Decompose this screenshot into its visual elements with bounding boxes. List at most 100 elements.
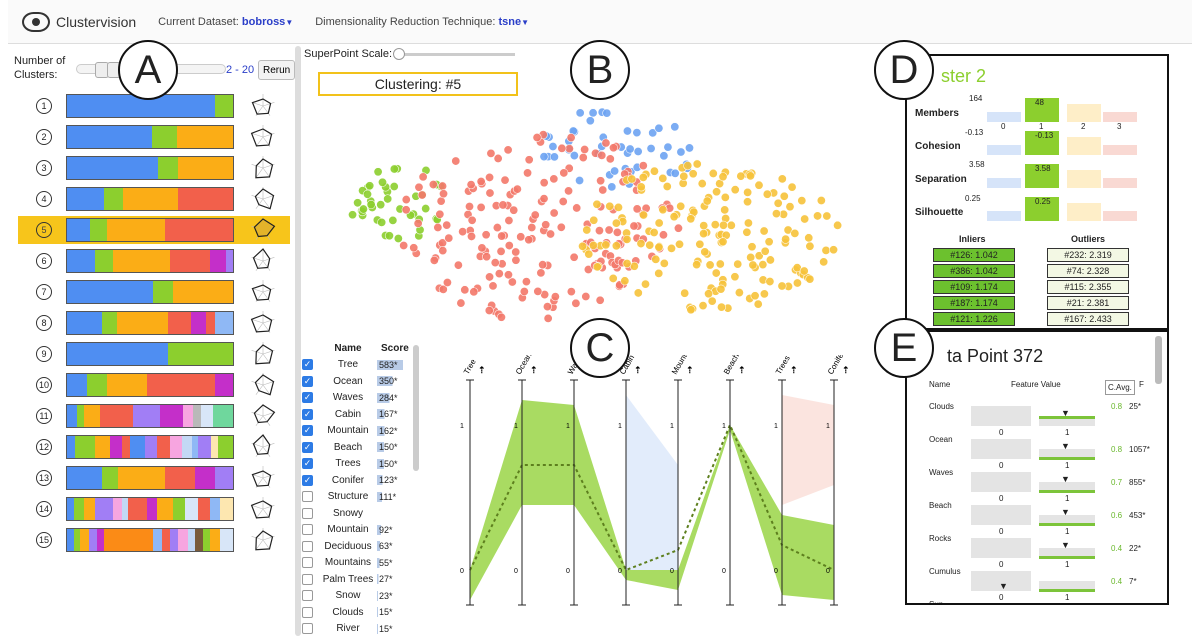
data-point[interactable] [496,246,506,256]
data-point[interactable] [715,259,725,269]
data-point[interactable] [779,191,789,201]
data-point[interactable] [588,240,598,250]
data-point[interactable] [458,227,468,237]
data-point[interactable] [598,185,608,195]
feature-row[interactable]: Palm Trees 27* [302,571,422,588]
data-point[interactable] [730,272,740,282]
data-point[interactable] [453,260,463,270]
data-point[interactable] [549,208,559,218]
data-point[interactable] [409,243,419,253]
cluster-segment[interactable] [198,498,210,520]
feature-row[interactable]: ✓ Beach 150* [302,439,422,456]
data-point[interactable] [692,260,702,270]
data-point[interactable] [497,231,507,241]
data-point[interactable] [511,247,521,257]
technique-select[interactable]: Dimensionality Reduction Technique: tsne… [315,16,529,28]
cluster-segment[interactable] [178,188,233,210]
data-point[interactable] [429,255,439,265]
feature-row[interactable]: ✓ Conifer 123* [302,472,422,489]
inlier-item[interactable]: #121: 1.226 [933,312,1015,326]
cluster-segment[interactable] [116,312,169,334]
data-point[interactable] [695,239,705,249]
cluster-segment[interactable] [96,529,104,551]
data-point[interactable] [638,172,648,182]
cluster-segment[interactable] [67,374,87,396]
data-point[interactable] [669,212,679,222]
cluster-segment[interactable] [67,157,159,179]
feature-checkbox[interactable]: ✓ [302,474,313,486]
data-point[interactable] [596,176,606,186]
outlier-item[interactable]: #115: 2.355 [1047,280,1129,294]
data-point[interactable] [549,174,559,184]
data-point[interactable] [365,181,375,191]
data-point[interactable] [538,260,548,270]
data-point[interactable] [533,286,543,296]
data-point[interactable] [438,246,448,256]
data-point[interactable] [813,211,823,221]
data-point[interactable] [595,295,605,305]
cluster-segment[interactable] [193,405,202,427]
data-point[interactable] [716,302,726,312]
data-point[interactable] [797,196,807,206]
data-point[interactable] [530,210,540,220]
cluster-segment[interactable] [191,312,207,334]
data-point[interactable] [548,142,558,152]
data-point[interactable] [490,258,500,268]
cluster-segment[interactable] [176,126,233,148]
cluster-segment[interactable] [188,529,195,551]
cluster-segment[interactable] [90,219,107,241]
feature-checkbox[interactable] [302,623,313,635]
data-point[interactable] [611,218,621,228]
data-point[interactable] [467,231,477,241]
cluster-segment[interactable] [164,219,233,241]
cluster-segment[interactable] [95,498,114,520]
cluster-segment[interactable] [161,529,170,551]
cluster-segment[interactable] [181,436,192,458]
data-point[interactable] [532,132,542,142]
metric-bar[interactable] [1103,178,1137,188]
data-point[interactable] [730,185,740,195]
cluster-size-bar[interactable] [66,187,234,211]
datapoint-feature-row[interactable]: Clouds ▼ 0 1 0.8 25* [907,402,1167,437]
clustering-row[interactable]: 11 [8,402,290,430]
cluster-segment[interactable] [67,529,74,551]
outlier-item[interactable]: #21: 2.381 [1047,296,1129,310]
clustering-row[interactable]: 8 [8,309,290,337]
brand[interactable]: Clustervision [22,11,136,32]
cluster-segment[interactable] [168,343,233,365]
data-point[interactable] [787,182,797,192]
cluster-size-bar[interactable] [66,94,234,118]
feature-checkbox[interactable]: ✓ [302,359,313,371]
data-point[interactable] [658,230,668,240]
data-point[interactable] [680,288,690,298]
cluster-segment[interactable] [73,529,81,551]
cluster-size-bar[interactable] [66,156,234,180]
data-point[interactable] [524,155,534,165]
data-point[interactable] [686,214,696,224]
data-point[interactable] [712,187,722,197]
data-point[interactable] [659,151,669,161]
data-point[interactable] [762,189,772,199]
data-point[interactable] [777,281,787,291]
data-point[interactable] [602,108,612,118]
data-point[interactable] [566,287,576,297]
cluster-segment[interactable] [164,467,195,489]
cluster-segment[interactable] [168,312,192,334]
data-point[interactable] [521,277,531,287]
data-point[interactable] [569,252,579,262]
cluster-segment[interactable] [67,188,104,210]
metric-bar[interactable] [1067,203,1101,221]
datapoint-scrollbar[interactable] [1155,336,1162,384]
data-point[interactable] [485,272,495,282]
clustering-row[interactable]: 13 [8,464,290,492]
metric-bar[interactable] [987,178,1021,188]
cluster-size-bar[interactable] [66,466,234,490]
cluster-segment[interactable] [169,436,182,458]
outlier-item[interactable]: #167: 2.433 [1047,312,1129,326]
cluster-segment[interactable] [214,312,233,334]
data-point[interactable] [698,301,708,311]
cluster-segment[interactable] [106,219,165,241]
cluster-segment[interactable] [209,250,227,272]
datapoint-feature-row[interactable]: Sun ▼ 0 1 0.2 10* [907,600,1167,603]
data-point[interactable] [819,257,829,267]
